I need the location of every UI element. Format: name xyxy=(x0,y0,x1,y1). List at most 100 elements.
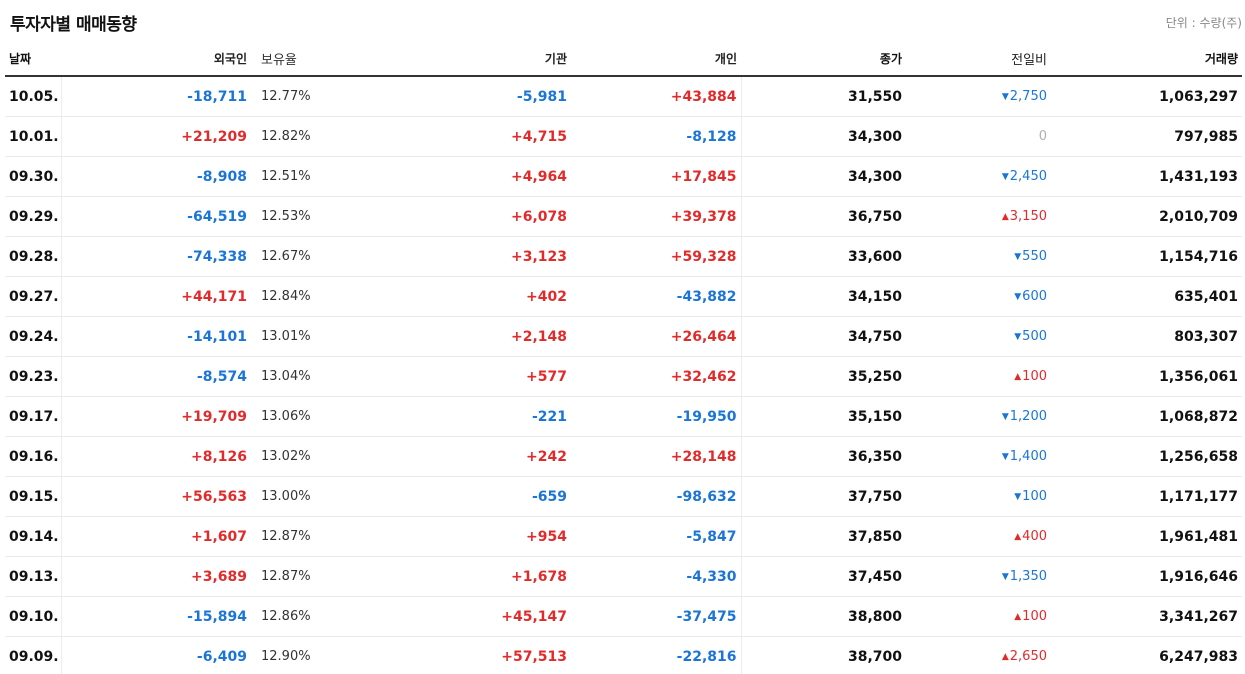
cell-date: 09.24. xyxy=(5,316,62,357)
table-row: 09.30. -8,908 12.51% +4,964 +17,845 34,300 ▼2,… xyxy=(5,156,1242,197)
cell-volume: 1,068,872 xyxy=(1051,396,1242,437)
table-row: 09.13. +3,689 12.87% +1,678 -4,330 37,450 ▼1,3… xyxy=(5,556,1242,597)
cell-volume: 1,961,481 xyxy=(1051,516,1242,557)
cell-holding: 12.86% xyxy=(251,596,361,637)
cell-change: ▼2,750 xyxy=(906,76,1051,117)
cell-holding: 12.51% xyxy=(251,156,361,197)
cell-volume: 2,010,709 xyxy=(1051,196,1242,237)
cell-close: 34,750 xyxy=(741,316,906,357)
cell-close: 31,550 xyxy=(741,76,906,117)
cell-close: 36,750 xyxy=(741,196,906,237)
cell-individual: +39,378 xyxy=(571,196,742,237)
change-value: 2,650 xyxy=(1009,649,1047,664)
cell-change: ▼1,200 xyxy=(906,396,1051,437)
table-row: 09.23. -8,574 13.04% +577 +32,462 35,250 ▲100 1… xyxy=(5,356,1242,397)
cell-close: 35,150 xyxy=(741,396,906,437)
cell-close: 36,350 xyxy=(741,436,906,477)
cell-individual: -37,475 xyxy=(571,596,742,637)
cell-foreign: +21,209 xyxy=(61,116,251,157)
cell-foreign: -14,101 xyxy=(61,316,251,357)
cell-change: ▲3,150 xyxy=(906,196,1051,237)
change-value: 100 xyxy=(1022,489,1047,504)
cell-institution: +577 xyxy=(361,356,571,397)
cell-volume: 1,916,646 xyxy=(1051,556,1242,597)
triangle-down-icon: ▼ xyxy=(1001,572,1009,582)
column-header-close: 종가 xyxy=(741,42,906,77)
change-value: 400 xyxy=(1022,529,1047,544)
change-value: 100 xyxy=(1022,609,1047,624)
cell-institution: -659 xyxy=(361,476,571,517)
table-row: 10.05. -18,711 12.77% -5,981 +43,884 31,550 ▼2… xyxy=(5,76,1242,117)
cell-change: ▼2,450 xyxy=(906,156,1051,197)
triangle-down-icon: ▼ xyxy=(1001,92,1009,102)
triangle-down-icon: ▼ xyxy=(1001,172,1009,182)
cell-holding: 13.06% xyxy=(251,396,361,437)
column-header-holding: 보유율 xyxy=(251,42,361,77)
change-value: 600 xyxy=(1022,289,1047,304)
triangle-up-icon: ▲ xyxy=(1014,532,1022,542)
cell-date: 09.09. xyxy=(5,636,62,674)
cell-holding: 12.53% xyxy=(251,196,361,237)
cell-close: 38,700 xyxy=(741,636,906,674)
cell-change: ▲100 xyxy=(906,356,1051,397)
column-header-foreign: 외국인 xyxy=(61,42,251,77)
cell-holding: 13.04% xyxy=(251,356,361,397)
cell-institution: +3,123 xyxy=(361,236,571,277)
triangle-down-icon: ▼ xyxy=(1001,412,1009,422)
cell-individual: -98,632 xyxy=(571,476,742,517)
column-header-individual: 개인 xyxy=(571,42,741,77)
cell-holding: 13.01% xyxy=(251,316,361,357)
cell-individual: -4,330 xyxy=(571,556,742,597)
triangle-down-icon: ▼ xyxy=(1014,492,1022,502)
cell-individual: -5,847 xyxy=(571,516,742,557)
cell-institution: +2,148 xyxy=(361,316,571,357)
table-row: 09.24. -14,101 13.01% +2,148 +26,464 34,750 ▼5… xyxy=(5,316,1242,357)
cell-close: 37,750 xyxy=(741,476,906,517)
cell-close: 33,600 xyxy=(741,236,906,277)
cell-institution: +402 xyxy=(361,276,571,317)
cell-individual: -43,882 xyxy=(571,276,742,317)
cell-change: ▲2,650 xyxy=(906,636,1051,674)
change-value: 2,450 xyxy=(1009,169,1047,184)
table-row: 09.15. +56,563 13.00% -659 -98,632 37,750 ▼100… xyxy=(5,476,1242,517)
cell-change: ▲100 xyxy=(906,596,1051,637)
cell-foreign: +1,607 xyxy=(61,516,251,557)
cell-date: 09.14. xyxy=(5,516,62,557)
cell-holding: 12.77% xyxy=(251,76,361,117)
cell-volume: 803,307 xyxy=(1051,316,1242,357)
cell-date: 09.23. xyxy=(5,356,62,397)
cell-institution: +57,513 xyxy=(361,636,571,674)
table-row: 09.17. +19,709 13.06% -221 -19,950 35,150 ▼1,2… xyxy=(5,396,1242,437)
cell-holding: 13.00% xyxy=(251,476,361,517)
triangle-up-icon: ▲ xyxy=(1014,372,1022,382)
cell-individual: +59,328 xyxy=(571,236,742,277)
table-row: 09.28. -74,338 12.67% +3,123 +59,328 33,600 ▼5… xyxy=(5,236,1242,277)
table-row: 09.27. +44,171 12.84% +402 -43,882 34,150 ▼600… xyxy=(5,276,1242,317)
cell-individual: -19,950 xyxy=(571,396,742,437)
cell-holding: 12.67% xyxy=(251,236,361,277)
cell-holding: 12.90% xyxy=(251,636,361,674)
cell-change: 0 xyxy=(906,116,1051,157)
cell-change: ▼1,350 xyxy=(906,556,1051,597)
cell-volume: 635,401 xyxy=(1051,276,1242,317)
change-value: 1,350 xyxy=(1009,569,1047,584)
cell-holding: 12.82% xyxy=(251,116,361,157)
cell-close: 34,300 xyxy=(741,116,906,157)
cell-close: 38,800 xyxy=(741,596,906,637)
change-value: 1,200 xyxy=(1009,409,1047,424)
table-row: 09.09. -6,409 12.90% +57,513 -22,816 38,700 ▲2… xyxy=(5,636,1242,674)
change-value: 550 xyxy=(1022,249,1047,264)
panel-title: 투자자별 매매동향 xyxy=(10,15,137,35)
cell-change: ▼500 xyxy=(906,316,1051,357)
panel-header: 투자자별 매매동향 단위 : 수량(주) xyxy=(10,6,1242,36)
column-header-date: 날짜 xyxy=(5,42,61,77)
cell-holding: 12.87% xyxy=(251,556,361,597)
change-value: 3,150 xyxy=(1009,209,1047,224)
change-value: 2,750 xyxy=(1009,89,1047,104)
cell-individual: +17,845 xyxy=(571,156,742,197)
table-row: 09.29. -64,519 12.53% +6,078 +39,378 36,750 ▲3… xyxy=(5,196,1242,237)
cell-close: 37,850 xyxy=(741,516,906,557)
cell-individual: +26,464 xyxy=(571,316,742,357)
cell-institution: +6,078 xyxy=(361,196,571,237)
cell-change: ▼600 xyxy=(906,276,1051,317)
